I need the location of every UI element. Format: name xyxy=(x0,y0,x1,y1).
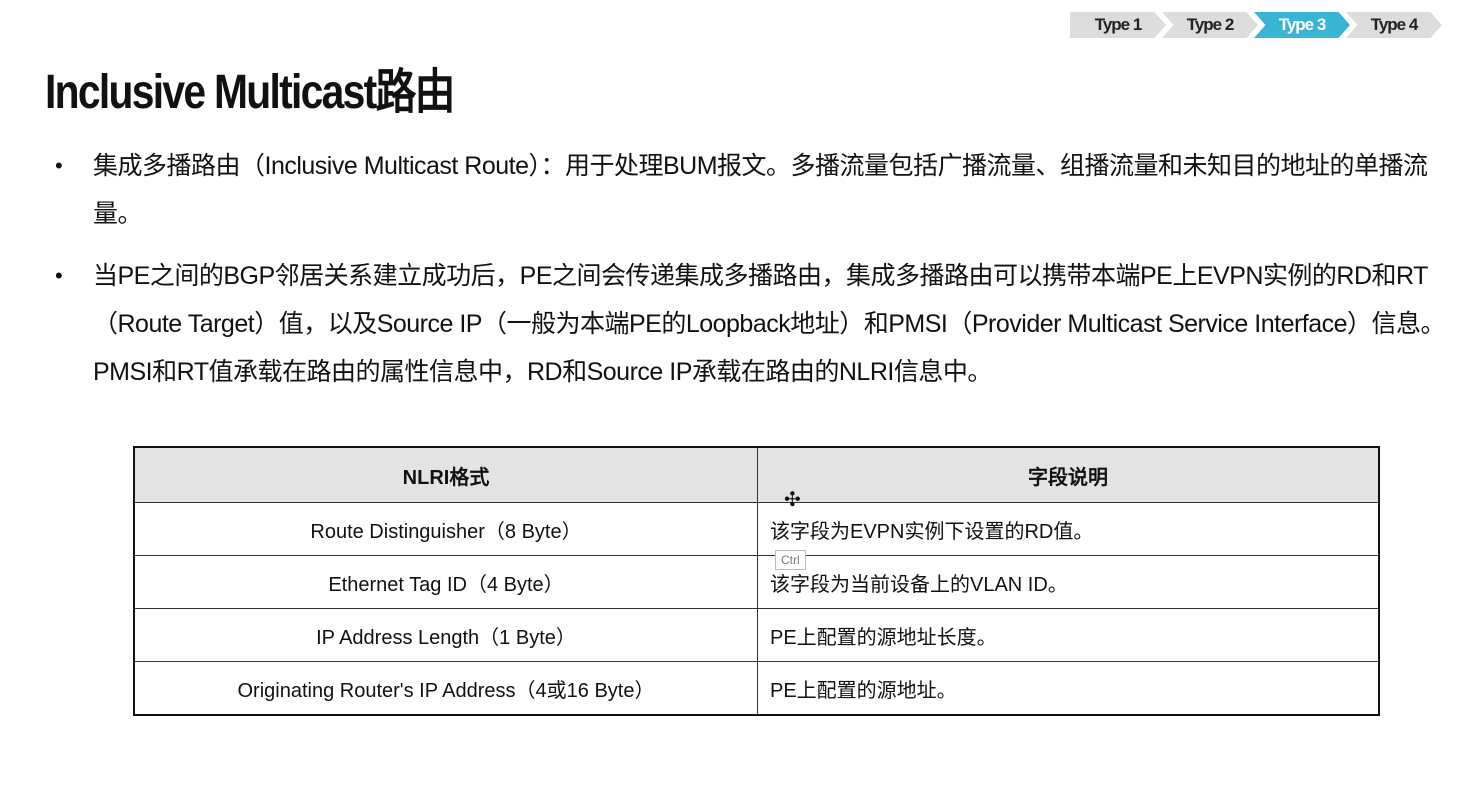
bullet-list: 集成多播路由（Inclusive Multicast Route）：用于处理BU… xyxy=(55,142,1460,410)
cell-description: 该字段为当前设备上的VLAN ID。 xyxy=(757,555,1380,609)
cell-format: Route Distinguisher（8 Byte） xyxy=(133,502,758,556)
step-type-2[interactable]: Type 2 xyxy=(1162,12,1258,38)
header-field-description: 字段说明 xyxy=(757,446,1380,503)
header-nlri-format: NLRI格式 xyxy=(133,446,758,503)
type-navigation: Type 1 Type 2 Type 3 Type 4 xyxy=(1070,12,1442,38)
table-row: IP Address Length（1 Byte） PE上配置的源地址长度。 xyxy=(133,608,1380,662)
bullet-item: 当PE之间的BGP邻居关系建立成功后，PE之间会传递集成多播路由，集成多播路由可… xyxy=(55,252,1460,396)
nlri-table: NLRI格式 字段说明 Route Distinguisher（8 Byte） … xyxy=(133,446,1380,716)
cell-format: IP Address Length（1 Byte） xyxy=(133,608,758,662)
cell-description: PE上配置的源地址。 xyxy=(757,661,1380,716)
cell-description: PE上配置的源地址长度。 xyxy=(757,608,1380,662)
step-type-3[interactable]: Type 3 xyxy=(1254,12,1350,38)
table-row: Originating Router's IP Address（4或16 Byt… xyxy=(133,661,1380,716)
page-title: Inclusive Multicast路由 xyxy=(45,66,455,119)
bullet-item: 集成多播路由（Inclusive Multicast Route）：用于处理BU… xyxy=(55,142,1460,238)
table-row: Ethernet Tag ID（4 Byte） 该字段为当前设备上的VLAN I… xyxy=(133,555,1380,609)
cell-description: 该字段为EVPN实例下设置的RD值。 xyxy=(757,502,1380,556)
step-type-4[interactable]: Type 4 xyxy=(1346,12,1442,38)
cell-format: Ethernet Tag ID（4 Byte） xyxy=(133,555,758,609)
ctrl-tooltip: Ctrl xyxy=(775,550,806,570)
resize-cursor-icon: ✣ xyxy=(784,489,801,511)
table-header-row: NLRI格式 字段说明 xyxy=(133,446,1380,503)
table-row: Route Distinguisher（8 Byte） 该字段为EVPN实例下设… xyxy=(133,502,1380,556)
step-type-1[interactable]: Type 1 xyxy=(1070,12,1166,38)
cell-format: Originating Router's IP Address（4或16 Byt… xyxy=(133,661,758,716)
